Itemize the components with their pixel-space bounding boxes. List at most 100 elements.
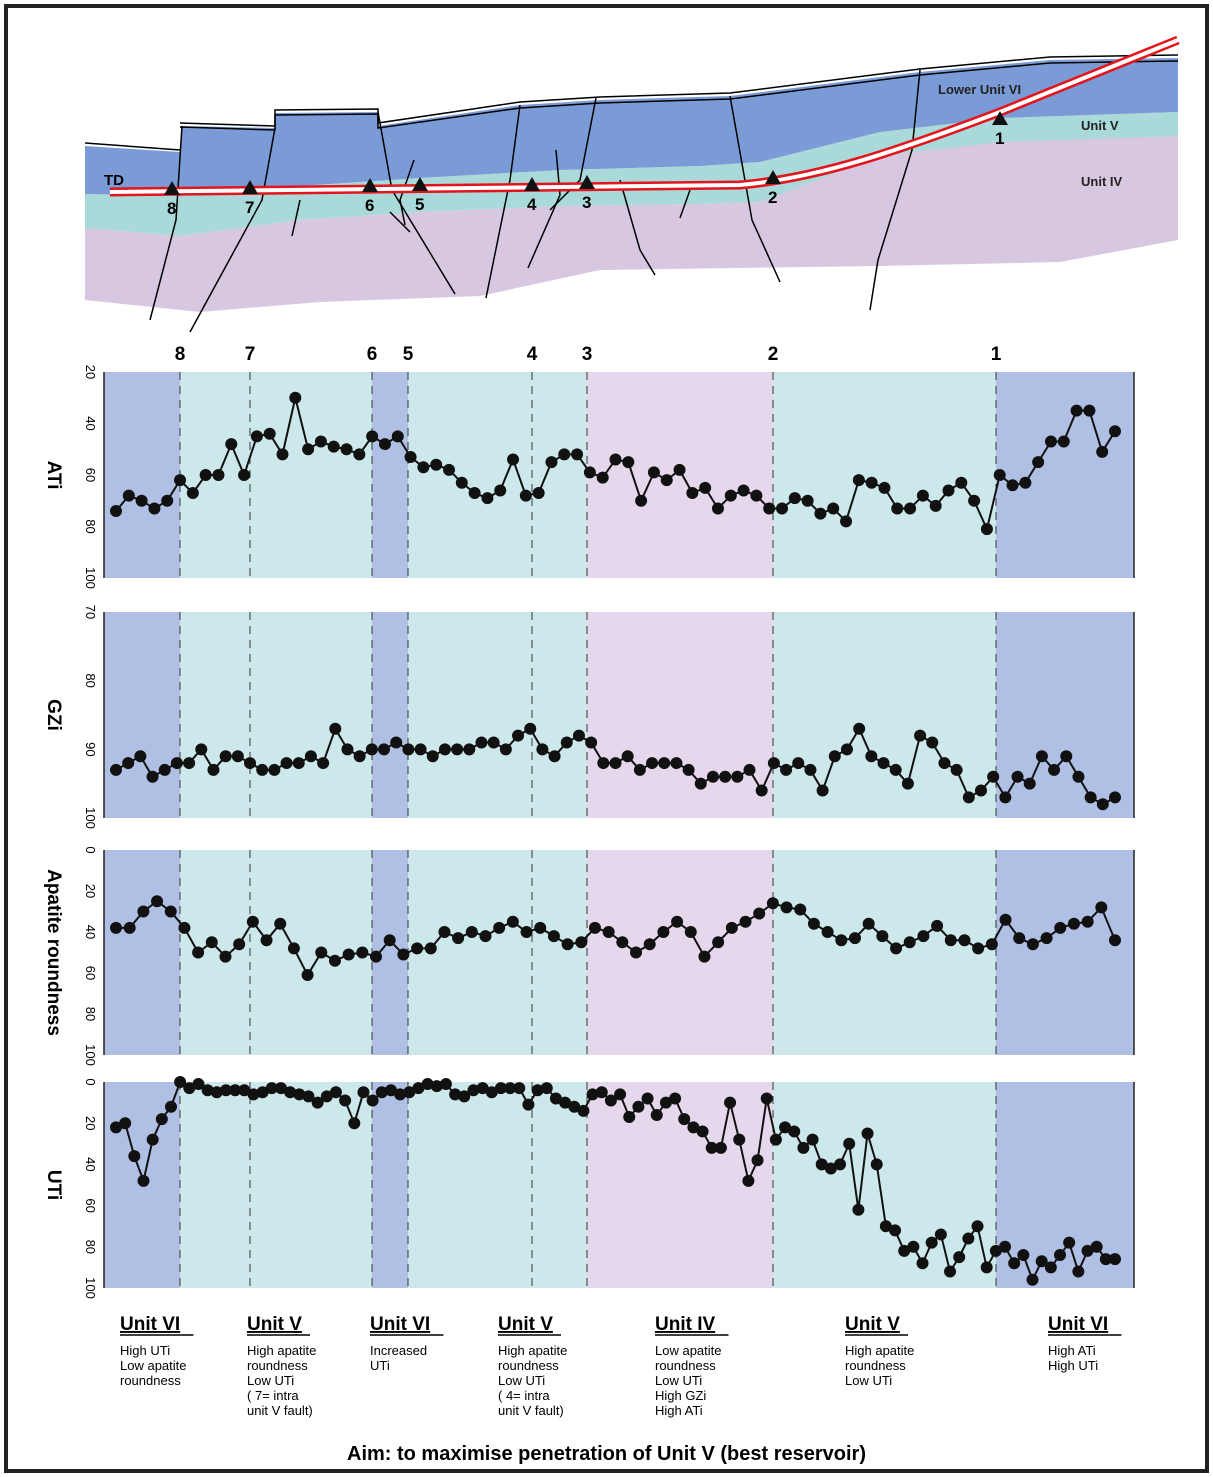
data-point [123,921,136,934]
annotation-line: Low apatite [655,1343,722,1358]
data-point [174,474,187,487]
data-point [769,1133,782,1146]
data-point [250,430,263,443]
marker-number: 1 [991,344,1002,365]
data-point [280,757,293,770]
data-point [891,502,904,515]
data-point [1067,917,1080,930]
unit-band [996,612,1134,818]
data-point [110,921,122,934]
fault-line [729,95,781,283]
data-point [494,1082,507,1095]
data-point [1099,1253,1112,1266]
data-point [458,1090,471,1103]
data-point [889,1224,902,1237]
data-point [597,757,610,770]
annotation-line: Low UTi [655,1373,702,1388]
data-point [353,750,366,763]
data-point [548,750,561,763]
data-point [391,430,404,443]
data-point [475,736,488,749]
section-marker-triangle [765,170,781,184]
data-point [780,901,793,914]
marker-number: 3 [582,344,593,365]
data-point [522,1098,535,1111]
data-point [370,950,383,963]
data-point [974,784,987,797]
unit-band [996,850,1134,1055]
data-point [304,750,317,763]
data-point [507,453,520,466]
data-point [815,1158,828,1171]
data-point [443,463,455,476]
data-point [616,936,629,949]
data-point [366,1094,379,1107]
annotation-title: Unit VI [120,1314,180,1335]
data-point [658,757,671,770]
data-point [583,466,596,479]
data-point [1054,1249,1067,1262]
y-tick-label: 80 [83,673,98,687]
data-point [958,934,971,947]
data-point [195,743,208,756]
marker-number: 4 [527,344,538,365]
section-marker-label: 3 [582,193,591,212]
data-point [1095,901,1108,914]
data-point [256,1086,269,1099]
data-point [1048,763,1061,776]
unit-band [408,1082,587,1288]
fault-line [869,69,921,311]
data-point [403,1086,416,1099]
data-point [621,750,634,763]
data-point [451,743,464,756]
data-point [210,1086,223,1099]
data-point [430,458,443,471]
fault-line [291,199,301,237]
data-point [804,763,817,776]
data-point [609,453,622,466]
data-point [1063,1236,1076,1249]
data-point [1032,456,1045,469]
unit-band [104,850,180,1055]
y-tick-label: 100 [83,567,98,589]
data-point [219,750,232,763]
data-point [260,934,273,947]
data-point [452,932,465,945]
data-point [1070,404,1083,417]
unit-v-label: Unit V [1081,118,1119,133]
annotation-line: Low UTi [498,1373,545,1388]
data-point [438,743,451,756]
data-point [807,917,820,930]
data-point [192,1078,205,1091]
data-point [840,515,853,528]
data-point [623,1111,636,1124]
data-point [698,950,711,963]
data-point [1044,435,1057,448]
annotation-line: roundness [845,1358,906,1373]
data-point [558,448,571,461]
data-point [751,1154,764,1167]
data-point [438,926,451,938]
section-marker-label: 1 [995,129,1004,148]
data-point [146,770,159,783]
data-point [862,917,875,930]
data-point [192,946,205,959]
data-point [753,907,766,920]
marker-number: 6 [367,344,378,365]
annotation-line: unit V fault) [247,1403,313,1418]
chart-panel: 70 80 90 100 GZi [43,605,1135,829]
marker-number: 7 [245,344,256,365]
unit-band [773,612,996,818]
data-point [1081,1244,1094,1257]
data-point [878,481,891,494]
data-point [737,484,750,497]
data-point [301,969,314,982]
annotation-line: Low UTi [845,1373,892,1388]
data-point [146,1133,159,1146]
annotation-line: High apatite [498,1343,567,1358]
data-point [865,750,878,763]
data-point [246,915,259,928]
data-point [137,1174,150,1187]
data-point [1109,934,1121,947]
data-point [999,913,1012,926]
